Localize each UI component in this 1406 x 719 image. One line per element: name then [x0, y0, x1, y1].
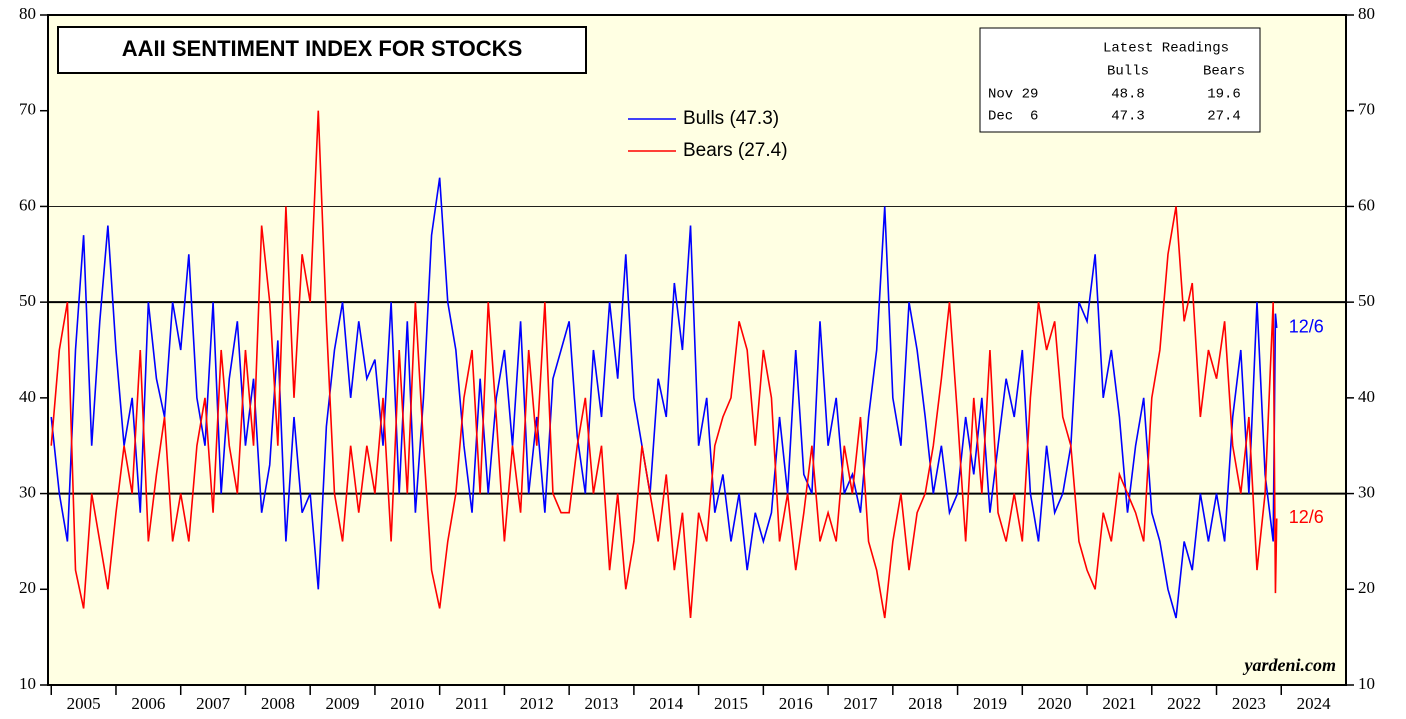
x-tick-label: 2010 [390, 694, 424, 713]
y2-tick-label: 30 [1358, 482, 1375, 501]
x-tick-label: 2009 [326, 694, 360, 713]
x-tick-label: 2006 [131, 694, 165, 713]
y2-tick-label: 80 [1358, 4, 1375, 23]
table-cell: 47.3 [1111, 109, 1145, 125]
table-cell: Dec 6 [988, 109, 1038, 125]
chart-title: AAII SENTIMENT INDEX FOR STOCKS [122, 36, 523, 61]
y2-tick-label: 50 [1358, 291, 1375, 310]
table-title: Latest Readings [1103, 41, 1229, 57]
y-tick-label: 60 [19, 195, 36, 214]
x-tick-label: 2022 [1167, 694, 1201, 713]
legend-label: Bears (27.4) [683, 140, 788, 161]
y-tick-label: 70 [19, 100, 36, 119]
lines [50, 110, 1278, 619]
x-tick-label: 2007 [196, 694, 231, 713]
y-tick-label: 50 [19, 291, 36, 310]
y2-tick-label: 70 [1358, 100, 1375, 119]
end-label: 12/6 [1289, 317, 1324, 337]
x-tick-label: 2019 [973, 694, 1007, 713]
y2-tick-label: 10 [1358, 674, 1375, 693]
watermark: yardeni.com [1243, 655, 1337, 675]
x-tick-label: 2011 [455, 694, 488, 713]
x-tick-label: 2012 [520, 694, 554, 713]
y2-tick-label: 20 [1358, 578, 1375, 597]
end-label: 12/6 [1289, 507, 1324, 527]
y2-tick-label: 60 [1358, 195, 1375, 214]
series-line [50, 110, 1278, 619]
table-header: Bears [1203, 64, 1245, 80]
x-tick-label: 2014 [649, 694, 684, 713]
y-tick-label: 20 [19, 578, 36, 597]
x-tick-label: 2023 [1232, 694, 1266, 713]
x-tick-label: 2016 [779, 694, 813, 713]
x-tick-label: 2013 [585, 694, 619, 713]
title-box [57, 26, 587, 74]
x-tick-label: 2021 [1102, 694, 1136, 713]
table-cell: 19.6 [1207, 87, 1241, 103]
plot-frame [47, 14, 1347, 686]
legend-label: Bulls (47.3) [683, 108, 779, 129]
table-cell: 27.4 [1207, 109, 1241, 125]
x-tick-label: 2008 [261, 694, 295, 713]
y-tick-label: 80 [19, 4, 36, 23]
series-line [50, 177, 1278, 619]
x-tick-label: 2017 [843, 694, 878, 713]
y-tick-label: 10 [19, 674, 36, 693]
y-tick-label: 40 [19, 387, 36, 406]
table-box [979, 27, 1261, 133]
x-tick-label: 2018 [908, 694, 942, 713]
x-tick-label: 2005 [67, 694, 101, 713]
x-tick-label: 2020 [1038, 694, 1072, 713]
y-tick-label: 30 [19, 482, 36, 501]
y2-tick-label: 40 [1358, 387, 1375, 406]
table-cell: 48.8 [1111, 87, 1145, 103]
x-tick-label: 2024 [1297, 694, 1332, 713]
x-tick-label: 2015 [714, 694, 748, 713]
table-cell: Nov 29 [988, 87, 1038, 103]
table-header: Bulls [1107, 64, 1149, 80]
